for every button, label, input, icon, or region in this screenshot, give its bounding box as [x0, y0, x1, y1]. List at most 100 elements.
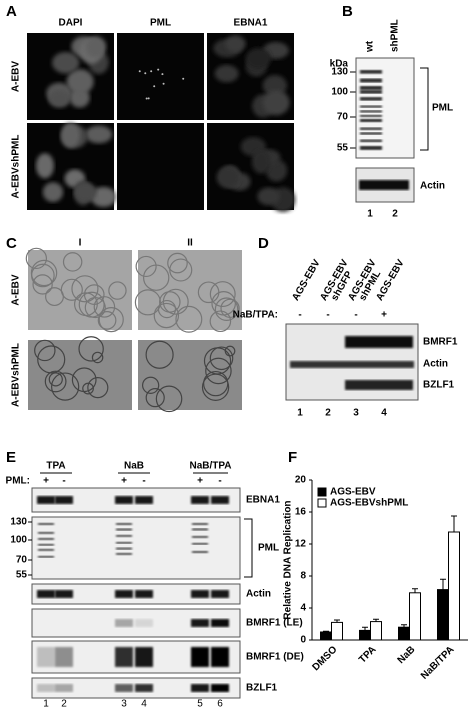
legend-swatch [317, 487, 327, 497]
lane-number: 1 [367, 209, 373, 220]
blot [31, 516, 241, 580]
band [37, 647, 55, 667]
error-bar [323, 630, 329, 632]
nucleus [66, 69, 94, 95]
band [360, 127, 382, 130]
nucleus [90, 186, 117, 208]
error-bar [440, 578, 446, 590]
nucleus [52, 51, 80, 74]
band [191, 684, 209, 692]
band [38, 555, 54, 558]
band [38, 523, 54, 525]
band [55, 496, 73, 504]
band [211, 619, 229, 627]
cell [62, 252, 83, 272]
cell [224, 345, 236, 357]
marker-label: 70 [337, 112, 349, 123]
nucleus [262, 74, 287, 97]
y-tick-label: 12 [295, 539, 307, 550]
band [211, 590, 229, 598]
nucleus [262, 90, 290, 116]
band [192, 542, 208, 545]
nucleus [48, 90, 71, 108]
cell [220, 298, 240, 319]
band [360, 70, 382, 74]
cell [162, 288, 189, 315]
blot-label: Actin [246, 589, 271, 600]
legend-label: AGS-EBVshPML [330, 498, 408, 509]
y-tick-label: 0 [300, 635, 306, 646]
band [116, 528, 132, 531]
cell [98, 306, 124, 333]
error-bar [412, 588, 418, 593]
treatment-sign: + [381, 310, 387, 321]
bracket [420, 67, 429, 151]
blot-label: BZLF1 [246, 683, 278, 694]
speckle [150, 70, 153, 73]
blot-label: Actin [423, 359, 448, 370]
y-tick-label: 16 [295, 507, 307, 518]
band [360, 78, 382, 83]
cell [51, 372, 80, 401]
speckle [182, 77, 185, 80]
group-label: TPA [46, 461, 65, 472]
lane-number: 3 [353, 408, 359, 419]
speckle [138, 70, 141, 73]
cell [108, 281, 127, 300]
bar [320, 631, 332, 641]
cell [141, 376, 160, 394]
band [135, 619, 153, 627]
micrograph [28, 340, 132, 410]
band [360, 139, 382, 143]
band [116, 547, 132, 550]
speckle [157, 68, 160, 71]
cell [25, 247, 48, 270]
blot-label: BMRF1 (DE) [246, 652, 304, 663]
cell [91, 351, 104, 364]
speckle [147, 97, 150, 100]
band [55, 590, 73, 598]
cell [93, 296, 116, 318]
band [135, 647, 153, 667]
band [360, 97, 382, 101]
bar [331, 621, 343, 641]
cell [44, 370, 67, 393]
marker-label: 100 [331, 87, 348, 98]
speckle [161, 73, 164, 76]
band [360, 132, 382, 135]
lane-number: 4 [141, 699, 147, 710]
treatment-label: NaB/TPA: [233, 310, 278, 321]
band [192, 550, 208, 553]
cell [167, 252, 188, 274]
cell [60, 278, 83, 301]
nucleus [60, 122, 80, 148]
legend-swatch [317, 498, 327, 508]
nucleus [35, 153, 54, 179]
cell [201, 373, 230, 401]
bracket [244, 518, 253, 578]
band [55, 684, 73, 692]
panel-label: F [288, 449, 297, 466]
nucleus [214, 64, 239, 83]
band [135, 590, 153, 598]
bar [370, 621, 382, 641]
band [116, 523, 132, 525]
marker-label: 55 [16, 570, 28, 581]
cell [169, 258, 193, 282]
column-label: I [79, 238, 82, 249]
band [290, 361, 414, 368]
y-tick-label: 20 [295, 475, 307, 486]
band [191, 647, 209, 667]
speckle [144, 72, 147, 75]
column-label: DAPI [59, 18, 83, 29]
band [360, 105, 382, 108]
band [192, 528, 208, 531]
panel-label: A [6, 3, 17, 20]
pml-label: PML: [6, 476, 30, 487]
cell [30, 259, 58, 287]
cell [175, 305, 203, 333]
blot-label: BMRF1 (LE) [246, 618, 303, 629]
cell [71, 367, 97, 393]
cell [197, 281, 220, 304]
